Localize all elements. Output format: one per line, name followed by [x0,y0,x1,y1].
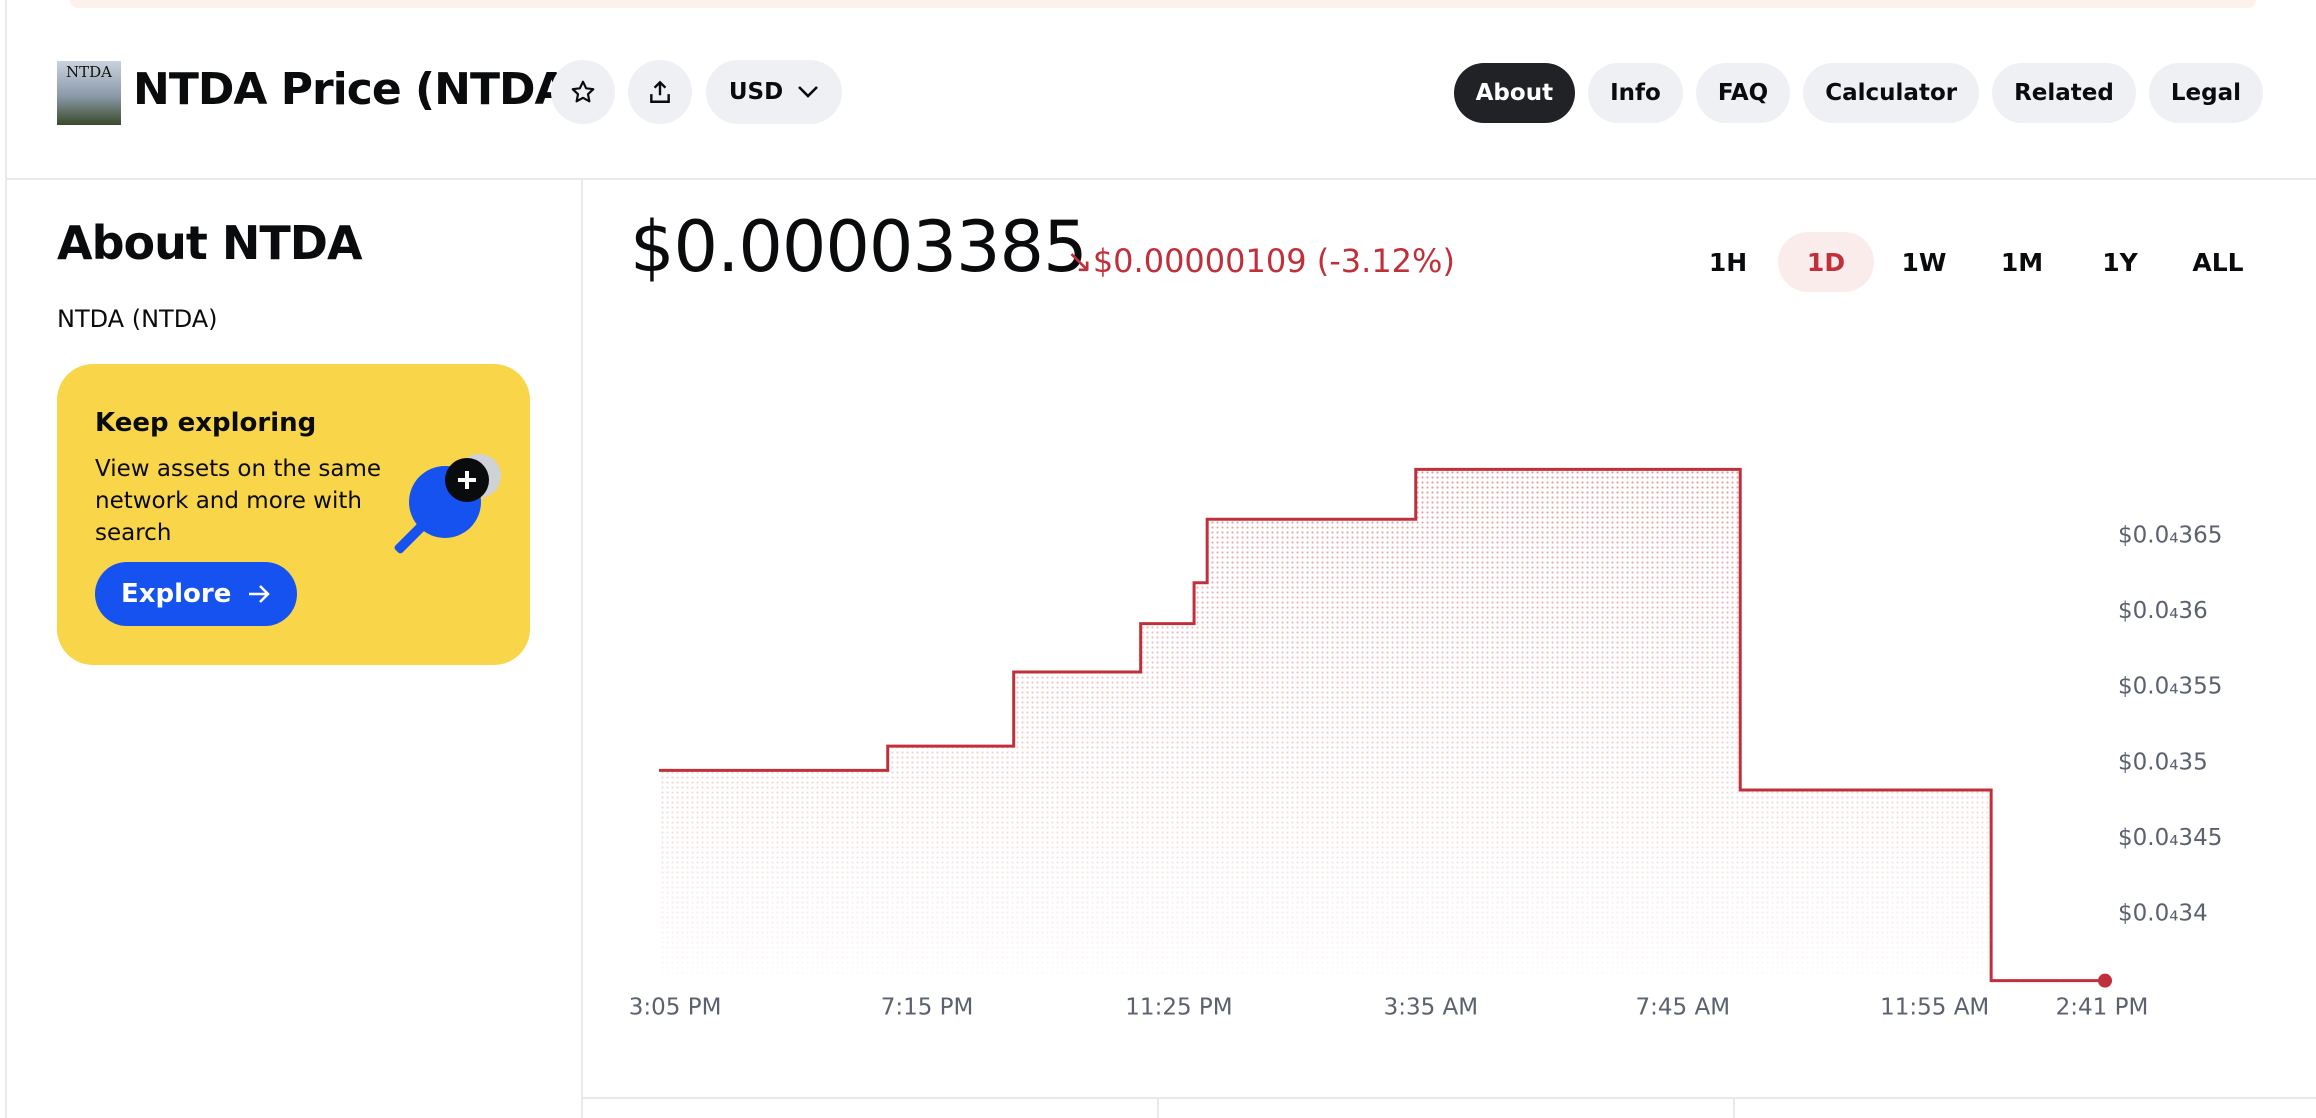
x-tick-label: 3:05 PM [629,995,722,1021]
card-text: search [95,520,172,546]
range-button[interactable]: 1D [1778,232,1874,292]
x-tick-label: 11:25 PM [1125,995,1232,1021]
share-icon [650,80,670,103]
x-tick-label: 11:55 AM [1880,995,1989,1021]
nav-tab[interactable]: Related [1992,63,2136,123]
y-tick-label: $0.0₄355 [2118,674,2222,700]
price-line [659,467,2105,983]
logo: NTDA [57,61,121,125]
explore-button[interactable]: Explore [95,562,298,626]
card-text: network and more with [95,488,362,514]
star-icon [571,80,595,103]
chevron [798,86,819,98]
x-tick-label: 7:45 AM [1636,995,1731,1021]
card-text: View assets on the same [95,456,382,482]
nav-tab[interactable]: Calculator [1803,63,1980,123]
nav: About Info FAQ Calculator Related Legal [1453,63,2263,123]
search-illustration [394,454,501,554]
top-strip [70,0,2256,8]
nav-tab[interactable]: About [1453,63,1576,123]
card-title: Keep exploring [95,408,317,438]
y-tick-label: $0.0₄35 [2118,749,2208,775]
arrow [249,585,271,603]
border [5,0,7,1118]
logo-text: NTDA [66,63,112,81]
price-area [659,469,2105,981]
y-tick-label: $0.0₄365 [2118,522,2222,548]
asset-name: NTDA (NTDA) [57,305,218,333]
y-tick-label: $0.0₄36 [2118,598,2208,624]
divider [1157,1097,1159,1118]
currency: USD [728,79,784,105]
currency-select[interactable]: USD [706,60,842,124]
x-tick-label: 2:41 PM [2056,995,2149,1021]
range-button[interactable]: 1H [1708,247,1748,277]
divider [581,180,583,1118]
divider [583,1097,2316,1099]
page-title: NTDA Price (NTDA) [133,64,588,115]
border [5,178,2316,180]
x-tick-label: 3:35 AM [1384,995,1479,1021]
current-price: $0.00003385 [630,206,1088,288]
range-button[interactable]: ALL [2192,247,2244,277]
range-button[interactable]: 1M [2000,247,2044,277]
nav-tab[interactable]: FAQ [1695,63,1791,123]
y-tick-label: $0.0₄34 [2118,901,2208,927]
explore-card: Keep exploring View assets on the same n… [57,364,530,665]
y-tick-label: $0.0₄345 [2118,825,2222,851]
nav-tab[interactable]: Info [1588,63,1683,123]
button-label: Explore [121,579,232,609]
section-title: About NTDA [57,216,363,270]
x-tick-label: 7:15 PM [881,995,974,1021]
divider [1733,1097,1735,1118]
range-selector: 1H 1D 1W 1M 1Y ALL [1680,232,2268,292]
range-button[interactable]: 1Y [2102,247,2138,277]
nav-tab[interactable]: Legal [2148,63,2263,123]
current-point [2098,973,2112,988]
share-button[interactable] [628,60,692,124]
range-button[interactable]: 1W [1901,247,1947,277]
price-change: ↘$0.00000109 (-3.12%) [1066,242,1455,280]
watchlist-button[interactable] [551,60,615,124]
